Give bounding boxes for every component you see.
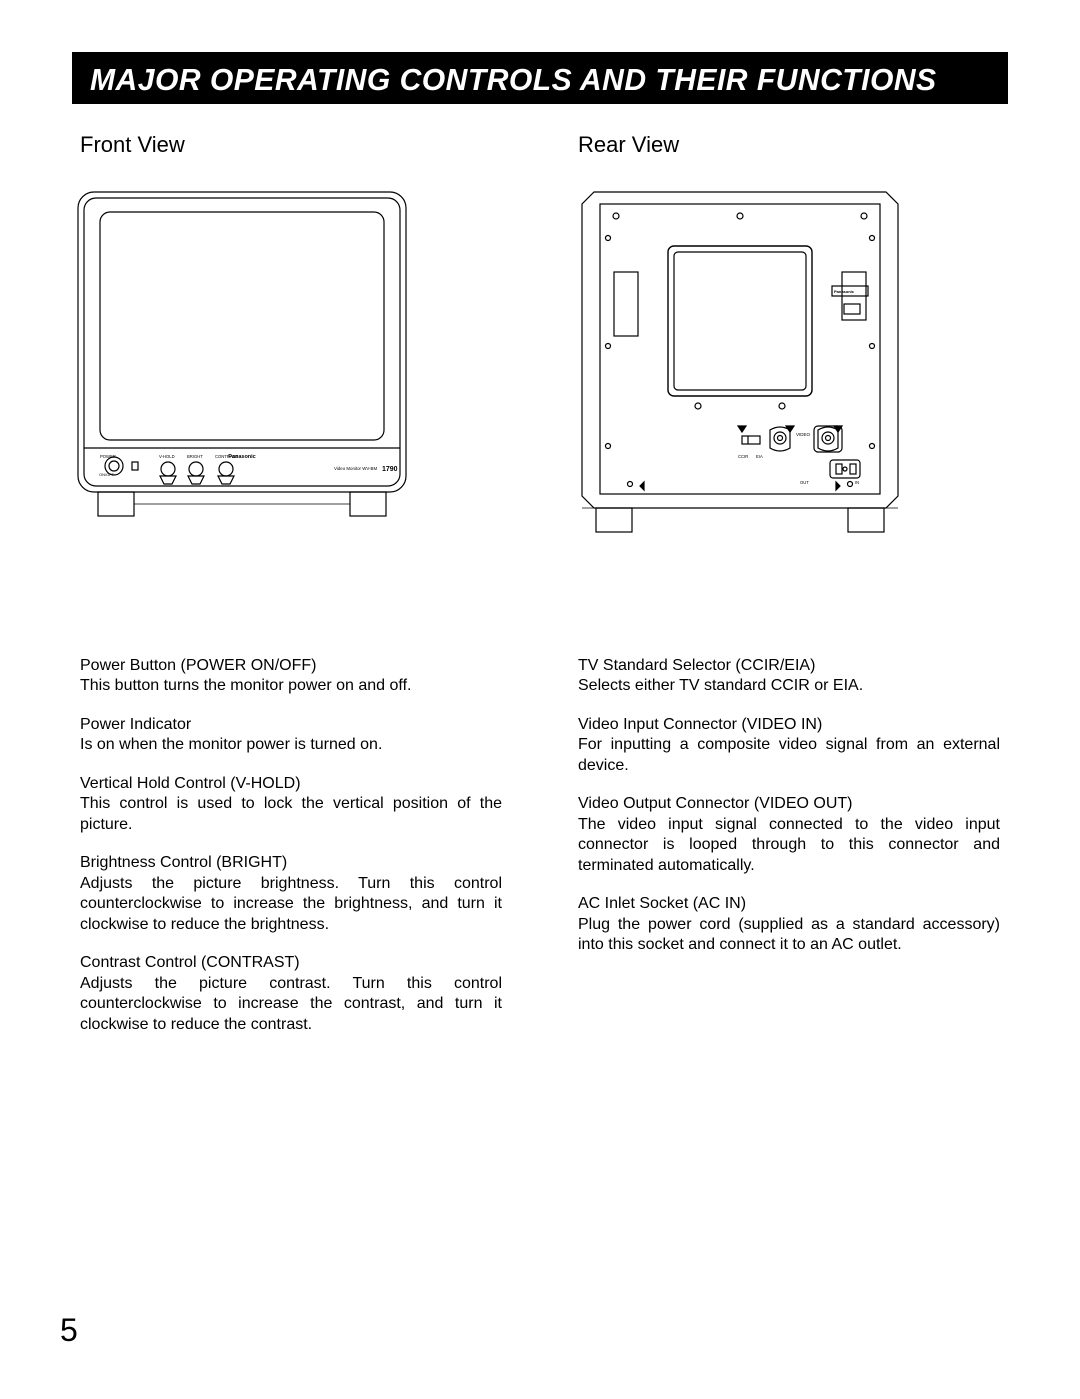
desc-body: This control is used to lock the vertica…	[80, 794, 502, 835]
desc-item: Brightness Control (BRIGHT) Adjusts the …	[80, 853, 502, 935]
front-view-heading: Front View	[80, 132, 510, 158]
desc-title: Video Input Connector (VIDEO IN)	[578, 715, 1000, 735]
page-title-bar: MAJOR OPERATING CONTROLS AND THEIR FUNCT…	[72, 52, 1008, 104]
front-descriptions: Power Button (POWER ON/OFF) This button …	[72, 656, 510, 1035]
desc-body: For inputting a composite video signal f…	[578, 735, 1000, 776]
desc-body: Plug the power cord (supplied as a stand…	[578, 915, 1000, 956]
page-number: 5	[60, 1312, 78, 1349]
vhold-label: V-HOLD	[159, 454, 175, 459]
desc-item: Contrast Control (CONTRAST) Adjusts the …	[80, 953, 502, 1035]
model-prefix: Video Monitor WV-BM	[334, 466, 377, 471]
desc-title: AC Inlet Socket (AC IN)	[578, 894, 1000, 914]
desc-item: Video Input Connector (VIDEO IN) For inp…	[578, 715, 1000, 776]
rear-descriptions: TV Standard Selector (CCIR/EIA) Selects …	[570, 656, 1008, 956]
model-number: 1790	[382, 466, 398, 473]
desc-body: The video input signal connected to the …	[578, 815, 1000, 876]
rear-view-diagram: Panasonic VIDEO CCIR EIA OUT IN	[570, 186, 1008, 556]
brand-label: Panasonic	[228, 454, 256, 460]
desc-item: Vertical Hold Control (V-HOLD) This cont…	[80, 774, 502, 835]
desc-title: Vertical Hold Control (V-HOLD)	[80, 774, 502, 794]
front-view-diagram: POWER ON/OFF V-HOLD BRIGHT CONTRAST Pana…	[72, 186, 510, 541]
desc-title: Brightness Control (BRIGHT)	[80, 853, 502, 873]
desc-item: Power Indicator Is on when the monitor p…	[80, 715, 502, 756]
page-title: MAJOR OPERATING CONTROLS AND THEIR FUNCT…	[90, 62, 963, 98]
desc-item: Power Button (POWER ON/OFF) This button …	[80, 656, 502, 697]
in-label: IN	[855, 480, 859, 485]
desc-body: This button turns the monitor power on a…	[80, 676, 502, 696]
desc-title: Power Button (POWER ON/OFF)	[80, 656, 502, 676]
front-view-column: Front View	[72, 132, 510, 1053]
desc-title: Contrast Control (CONTRAST)	[80, 953, 502, 973]
power-label: POWER	[100, 454, 116, 459]
desc-body: Adjusts the picture brightness. Turn thi…	[80, 874, 502, 935]
video-label: VIDEO	[796, 432, 811, 437]
out-label: OUT	[800, 480, 809, 485]
desc-title: Power Indicator	[80, 715, 502, 735]
rear-view-column: Rear View	[570, 132, 1008, 1053]
rear-brand-label: Panasonic	[834, 289, 855, 294]
desc-title: TV Standard Selector (CCIR/EIA)	[578, 656, 1000, 676]
desc-body: Is on when the monitor power is turned o…	[80, 735, 502, 755]
ccir-label: CCIR	[738, 454, 748, 459]
eia-label: EIA	[756, 454, 763, 459]
rear-view-heading: Rear View	[578, 132, 1008, 158]
desc-item: TV Standard Selector (CCIR/EIA) Selects …	[578, 656, 1000, 697]
bright-label: BRIGHT	[187, 454, 203, 459]
desc-item: AC Inlet Socket (AC IN) Plug the power c…	[578, 894, 1000, 955]
desc-body: Adjusts the picture contrast. Turn this …	[80, 974, 502, 1035]
desc-body: Selects either TV standard CCIR or EIA.	[578, 676, 1000, 696]
onoff-label: ON/OFF	[99, 472, 115, 477]
desc-title: Video Output Connector (VIDEO OUT)	[578, 794, 1000, 814]
desc-item: Video Output Connector (VIDEO OUT) The v…	[578, 794, 1000, 876]
